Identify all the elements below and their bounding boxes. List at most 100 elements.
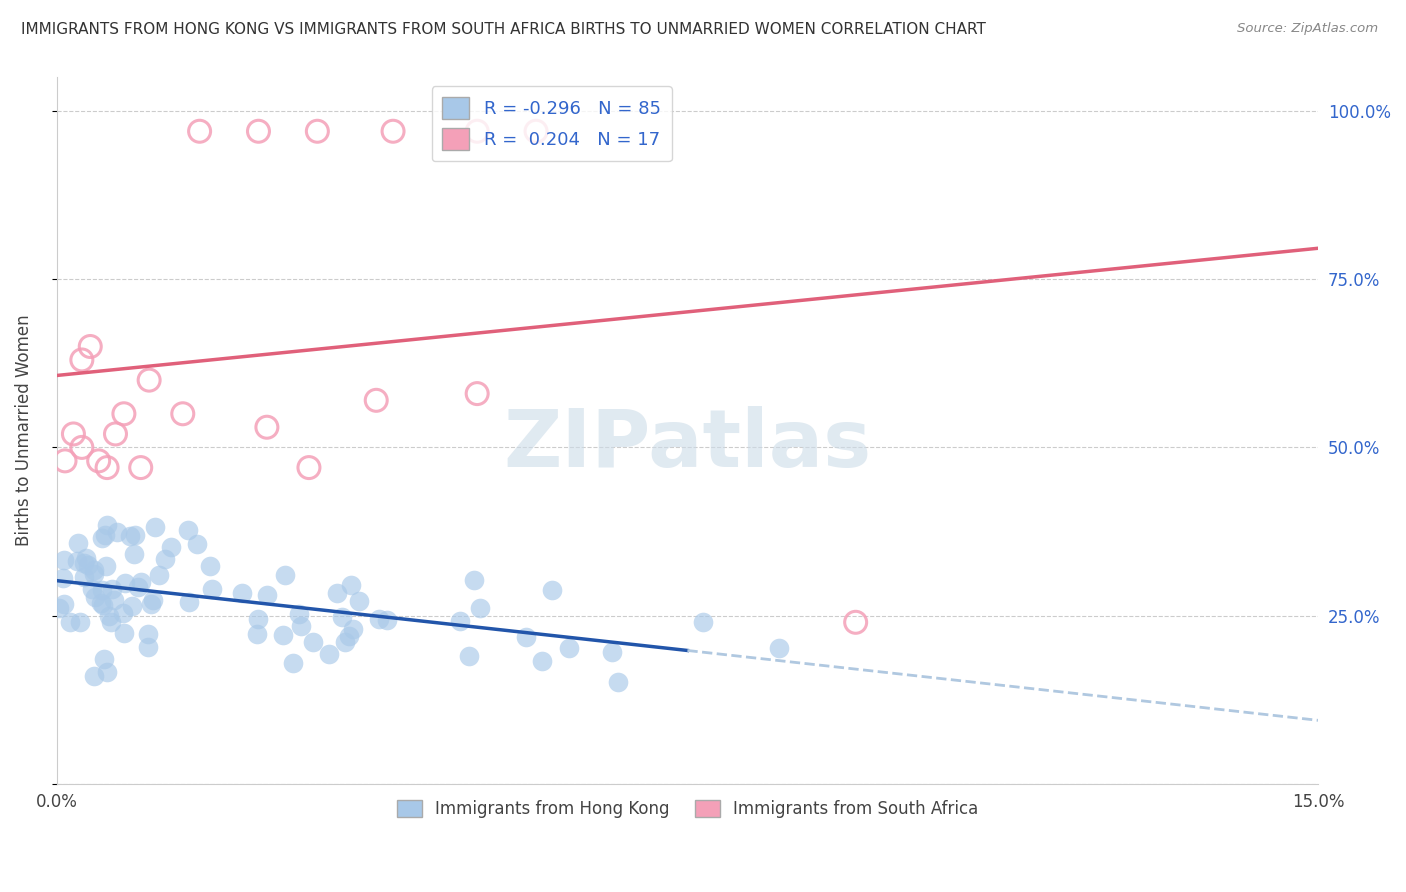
Point (90, 596, 112, 610)
Point (96, 665, 118, 680)
Point (138, 627, 160, 641)
Point (112, 626, 135, 640)
Point (449, 614, 471, 628)
Point (101, 582, 124, 596)
Text: ZIPatlas: ZIPatlas (503, 406, 872, 483)
Point (118, 529, 141, 543)
Point (325, 585, 347, 599)
Point (79, 339, 101, 353)
Point (94, 558, 117, 573)
Point (52, 571, 75, 585)
Point (247, 612, 270, 626)
Point (274, 567, 297, 582)
Point (845, 615, 868, 630)
Point (111, 606, 134, 620)
Point (91, 582, 114, 597)
Point (201, 582, 224, 596)
Point (155, 552, 177, 566)
Point (93, 652, 115, 666)
Point (465, 386, 488, 401)
Point (96, 460, 118, 475)
Point (138, 373, 160, 387)
Point (143, 520, 166, 534)
Point (172, 407, 194, 421)
Point (298, 460, 321, 475)
Y-axis label: Births to Unmarried Women: Births to Unmarried Women (15, 315, 32, 547)
Point (177, 595, 200, 609)
Point (600, 645, 623, 659)
Point (91, 598, 114, 612)
Point (66, 554, 89, 568)
Point (342, 623, 364, 637)
Point (368, 612, 391, 626)
Point (541, 582, 564, 597)
Point (301, 635, 323, 649)
Point (83, 566, 105, 581)
Point (281, 656, 304, 670)
Point (290, 619, 312, 633)
Point (100, 615, 122, 630)
Point (114, 575, 136, 590)
Point (73, 557, 96, 571)
Point (247, 124, 270, 138)
Point (256, 588, 278, 602)
Point (52, 552, 75, 566)
Point (84, 591, 107, 605)
Point (138, 640, 160, 654)
Point (375, 613, 398, 627)
Point (148, 568, 170, 582)
Point (69, 615, 91, 629)
Point (77, 558, 100, 572)
Legend: Immigrants from Hong Kong, Immigrants from South Africa: Immigrants from Hong Kong, Immigrants fr… (389, 793, 984, 825)
Point (256, 420, 278, 434)
Point (245, 627, 267, 641)
Point (105, 524, 128, 539)
Point (67, 535, 90, 549)
Point (382, 124, 405, 138)
Point (524, 124, 547, 138)
Point (231, 586, 253, 600)
Point (127, 580, 149, 594)
Point (121, 599, 143, 614)
Point (349, 594, 371, 608)
Point (139, 597, 162, 611)
Point (82, 582, 104, 597)
Point (318, 647, 340, 661)
Point (330, 610, 353, 624)
Point (122, 547, 145, 561)
Point (104, 426, 127, 441)
Point (83, 669, 105, 683)
Point (607, 675, 630, 690)
Point (124, 528, 146, 542)
Point (465, 124, 488, 138)
Point (692, 615, 714, 629)
Point (463, 574, 485, 588)
Point (53, 454, 76, 468)
Point (340, 578, 363, 592)
Point (103, 593, 125, 607)
Point (70, 441, 93, 455)
Point (558, 640, 581, 655)
Point (335, 635, 357, 649)
Point (91, 531, 114, 545)
Text: IMMIGRANTS FROM HONG KONG VS IMMIGRANTS FROM SOUTH AFRICA BIRTHS TO UNMARRIED WO: IMMIGRANTS FROM HONG KONG VS IMMIGRANTS … (21, 22, 986, 37)
Point (288, 607, 311, 621)
Point (200, 558, 222, 573)
Point (271, 628, 294, 642)
Point (129, 460, 152, 475)
Point (73, 570, 96, 584)
Point (531, 654, 554, 668)
Point (129, 574, 152, 589)
Point (48, 600, 70, 615)
Point (98, 608, 121, 623)
Point (75, 550, 97, 565)
Text: Source: ZipAtlas.com: Source: ZipAtlas.com (1237, 22, 1378, 36)
Point (307, 124, 329, 138)
Point (96, 517, 118, 532)
Point (458, 649, 481, 664)
Point (59, 615, 82, 629)
Point (83, 563, 105, 577)
Point (188, 124, 211, 138)
Point (94, 528, 117, 542)
Point (515, 630, 537, 644)
